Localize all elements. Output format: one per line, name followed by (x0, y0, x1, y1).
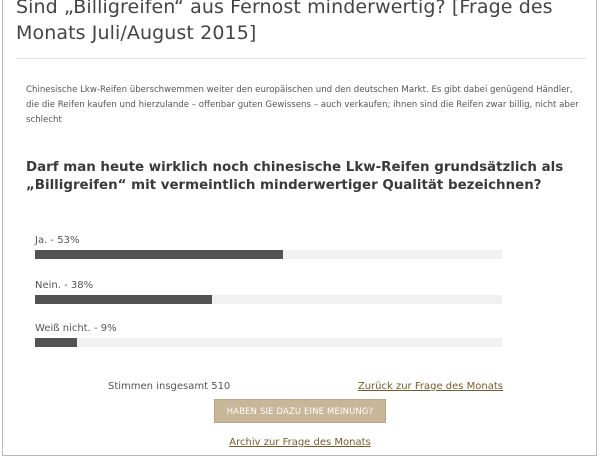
poll-answer-weiss-nicht: Weiß nicht. - 9% (35, 323, 502, 347)
title-divider (16, 58, 586, 59)
back-to-poll-link[interactable]: Zurück zur Frage des Monats (357, 381, 503, 392)
total-votes: Stimmen insgesamt 510 (108, 381, 231, 392)
result-bar-track (35, 338, 502, 347)
result-bar-fill (35, 295, 213, 304)
poll-answer-ja: Ja. - 53% (35, 235, 502, 259)
intro-text: Chinesische Lkw-Reifen überschwemmen wei… (26, 85, 579, 125)
result-bar-track (35, 250, 502, 259)
poll-question: Darf man heute wirklich noch chinesische… (26, 160, 564, 193)
result-bar-fill (35, 250, 283, 259)
page-title: Sind „Billigreifen“ aus Fernost minderwe… (16, 0, 553, 44)
result-bar-track (35, 295, 502, 304)
result-bar-fill (35, 338, 78, 347)
answer-label: Weiß nicht. - 9% (35, 323, 117, 334)
answer-label: Ja. - 53% (35, 235, 80, 246)
answer-label: Nein. - 38% (35, 280, 94, 291)
archive-link[interactable]: Archiv zur Frage des Monats (229, 437, 371, 448)
poll-answer-nein: Nein. - 38% (35, 280, 502, 304)
opinion-button[interactable]: HABEN SIE DAZU EINE MEINUNG? (214, 399, 386, 423)
